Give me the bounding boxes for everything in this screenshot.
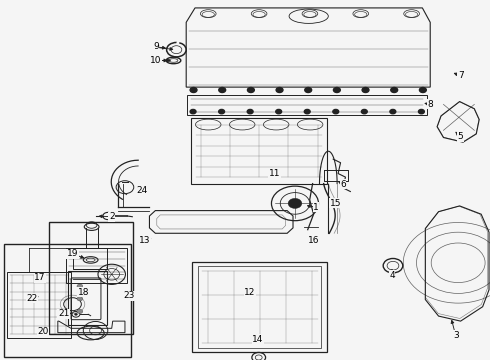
Circle shape (391, 87, 398, 93)
Text: 15: 15 (330, 199, 342, 208)
Circle shape (77, 284, 83, 288)
Text: 14: 14 (252, 335, 264, 343)
Text: 10: 10 (150, 56, 162, 65)
Text: 21: 21 (58, 309, 70, 318)
Text: 4: 4 (389, 271, 395, 280)
Text: 8: 8 (427, 100, 433, 109)
Text: 2: 2 (109, 212, 115, 221)
Circle shape (77, 297, 83, 301)
Text: 12: 12 (244, 288, 256, 297)
Circle shape (333, 87, 340, 93)
Circle shape (288, 198, 302, 208)
Text: 19: 19 (67, 249, 78, 258)
Circle shape (247, 87, 254, 93)
Text: 13: 13 (139, 236, 150, 245)
Bar (73, 248, 107, 269)
Circle shape (219, 87, 225, 93)
Circle shape (304, 109, 310, 114)
Circle shape (74, 313, 77, 315)
Bar (198, 266, 321, 348)
Bar (66, 248, 127, 283)
Bar (191, 118, 327, 184)
Text: 7: 7 (458, 71, 464, 80)
Circle shape (390, 109, 396, 114)
Text: 9: 9 (153, 42, 159, 51)
Circle shape (190, 87, 197, 93)
Circle shape (305, 87, 312, 93)
Circle shape (77, 309, 83, 314)
Circle shape (419, 87, 426, 93)
Circle shape (190, 109, 196, 114)
Bar (4, 244, 131, 357)
Text: 1: 1 (313, 202, 319, 211)
Bar (187, 95, 427, 115)
Text: 22: 22 (26, 294, 37, 302)
Circle shape (219, 109, 224, 114)
Circle shape (362, 109, 368, 114)
Text: 17: 17 (34, 274, 46, 282)
Text: 11: 11 (269, 169, 280, 178)
Text: 18: 18 (77, 288, 89, 297)
Text: 16: 16 (308, 236, 319, 245)
Text: 24: 24 (137, 186, 147, 194)
Bar (7, 272, 71, 338)
Text: 5: 5 (458, 132, 464, 141)
Circle shape (418, 109, 424, 114)
Circle shape (333, 109, 339, 114)
Circle shape (276, 109, 282, 114)
Bar (68, 271, 107, 325)
Text: 20: 20 (37, 328, 49, 336)
Circle shape (247, 109, 253, 114)
Text: 3: 3 (453, 331, 459, 340)
Text: 23: 23 (123, 292, 135, 300)
Bar (49, 222, 133, 334)
Circle shape (276, 87, 283, 93)
Circle shape (362, 87, 369, 93)
Text: 6: 6 (340, 180, 346, 189)
Bar (192, 262, 327, 352)
